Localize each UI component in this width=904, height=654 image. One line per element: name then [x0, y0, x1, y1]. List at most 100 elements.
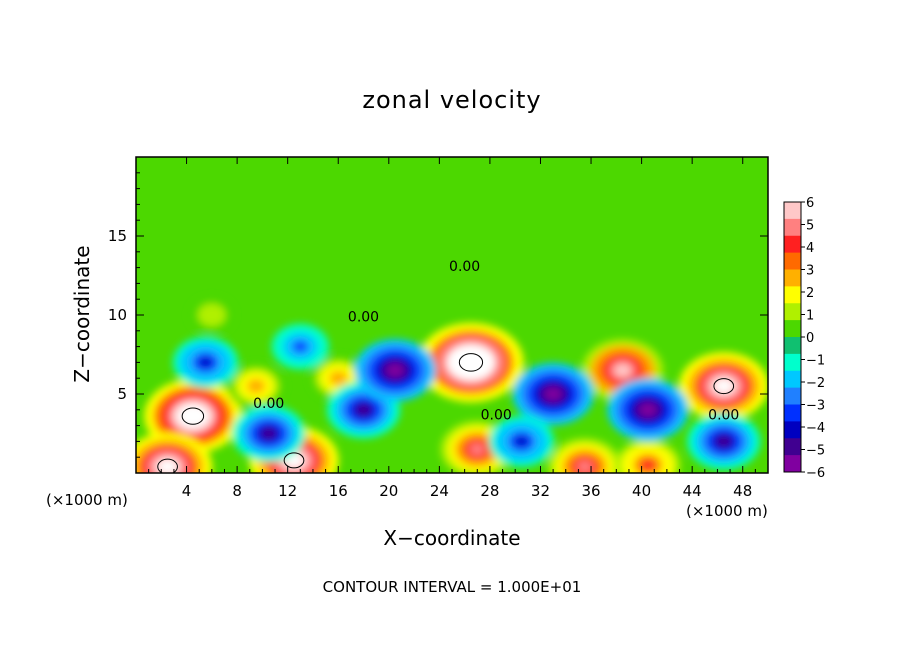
contour-ring — [181, 407, 205, 425]
x-axis-unit-left: (×1000 m) — [46, 491, 128, 509]
field-band — [356, 404, 371, 416]
field-band — [285, 453, 303, 468]
colorbar-segment — [784, 235, 801, 254]
field-cell-16 — [607, 378, 689, 442]
x-tick-label: 32 — [531, 482, 550, 500]
colorbar-segment — [784, 387, 801, 405]
field-band — [544, 387, 562, 401]
colorbar-segment — [784, 404, 801, 422]
field-cell-12 — [271, 323, 329, 370]
field-cell-8 — [227, 363, 285, 409]
colorbar-segment — [784, 455, 801, 473]
field-cell-20 — [189, 296, 235, 334]
field-band — [207, 311, 217, 319]
x-tick-label: 16 — [329, 482, 348, 500]
field-band — [250, 381, 262, 391]
y-tick-label: 5 — [117, 385, 127, 403]
colorbar: 6 5 4 3 2 1 0 −1 −2 −3 −4 −5 −6 — [783, 196, 825, 481]
velocity-field — [136, 296, 768, 473]
contour-ring — [713, 378, 735, 395]
field-band — [294, 342, 307, 352]
colorbar-label: 6 — [806, 196, 814, 211]
field-band — [639, 403, 657, 417]
chart-title: zonal velocity — [362, 86, 542, 114]
colorbar-label: 0 — [806, 331, 814, 346]
colorbar-label: −4 — [806, 421, 825, 436]
field-band — [332, 373, 344, 383]
colorbar-label: −1 — [806, 354, 825, 369]
x-axis-unit-right: (×1000 m) — [686, 502, 768, 520]
colorbar-label: 3 — [806, 264, 814, 279]
field-band — [714, 379, 733, 393]
field-band — [158, 459, 177, 473]
x-tick-label: 24 — [430, 482, 449, 500]
field-band — [198, 357, 213, 368]
colorbar-segment — [784, 202, 801, 220]
contour-lines: 0.00 0.00 0.00 0.00 0.00 — [157, 259, 739, 473]
contour-label: 0.00 — [449, 259, 480, 275]
contour-label: 0.00 — [348, 309, 379, 325]
colorbar-segment — [784, 320, 801, 338]
colorbar-segment — [784, 421, 801, 439]
y-tick-label: 15 — [108, 227, 127, 245]
field-band — [641, 459, 655, 471]
field-cell-19 — [488, 415, 555, 467]
field-band — [614, 364, 631, 377]
x-tick-label: 8 — [232, 482, 242, 500]
colorbar-segment — [784, 353, 801, 372]
field-band — [460, 354, 482, 371]
field-cell-10 — [615, 439, 681, 473]
x-tick-label: 48 — [733, 482, 752, 500]
colorbar-label: 2 — [806, 286, 814, 301]
colorbar-label: 5 — [806, 219, 814, 234]
x-tick-label: 20 — [379, 482, 398, 500]
field-band — [469, 443, 485, 455]
x-tick-label: 40 — [632, 482, 651, 500]
colorbar-label: 4 — [806, 241, 814, 256]
colorbar-segment — [784, 252, 801, 270]
x-tick-label: 36 — [581, 482, 600, 500]
contour-label: 0.00 — [708, 407, 739, 423]
colorbar-segment — [784, 438, 801, 456]
colorbar-label: −3 — [806, 399, 825, 414]
plot-area: 0.00 0.00 0.00 0.00 0.00 — [136, 157, 768, 473]
colorbar-label: −2 — [806, 376, 825, 391]
y-tick-label: 10 — [108, 306, 127, 324]
contour-label: 0.00 — [253, 396, 284, 412]
colorbar-segment — [784, 370, 801, 389]
contour-ring — [458, 353, 484, 372]
contour-label: 0.00 — [481, 407, 512, 423]
field-cell-1 — [418, 322, 524, 403]
colorbar-segment — [784, 337, 801, 355]
colorbar-segment — [784, 269, 801, 287]
field-band — [183, 408, 203, 424]
field-band — [514, 436, 529, 447]
field-cell-2 — [679, 351, 768, 421]
field-cell-17 — [232, 405, 306, 462]
colorbar-label: −5 — [806, 444, 825, 459]
x-axis: 4 8 12 16 20 24 28 32 36 40 44 48 — [148, 157, 756, 500]
contour-ring — [283, 452, 305, 469]
x-tick-label: 28 — [480, 482, 499, 500]
field-cell-18 — [687, 412, 761, 470]
colorbar-segment — [784, 303, 801, 321]
colorbar-segment — [784, 218, 801, 237]
field-cell-15 — [512, 362, 594, 426]
field-cell-9 — [548, 438, 622, 473]
colorbar-label: 1 — [806, 309, 814, 324]
field-cell-11 — [172, 336, 239, 388]
contour-ring — [157, 458, 178, 473]
y-axis: 5 10 15 — [108, 172, 768, 458]
x-tick-label: 44 — [683, 482, 702, 500]
colorbar-label: −6 — [806, 466, 825, 481]
x-tick-label: 4 — [182, 482, 192, 500]
field-cell-14 — [354, 339, 436, 402]
field-band — [577, 460, 593, 473]
field-band — [716, 435, 732, 448]
field-band — [261, 427, 277, 440]
colorbar-segment — [784, 286, 801, 304]
x-tick-label: 12 — [278, 482, 297, 500]
contour-interval-note: CONTOUR INTERVAL = 1.000E+01 — [322, 578, 582, 596]
x-axis-title: X−coordinate — [383, 526, 521, 550]
